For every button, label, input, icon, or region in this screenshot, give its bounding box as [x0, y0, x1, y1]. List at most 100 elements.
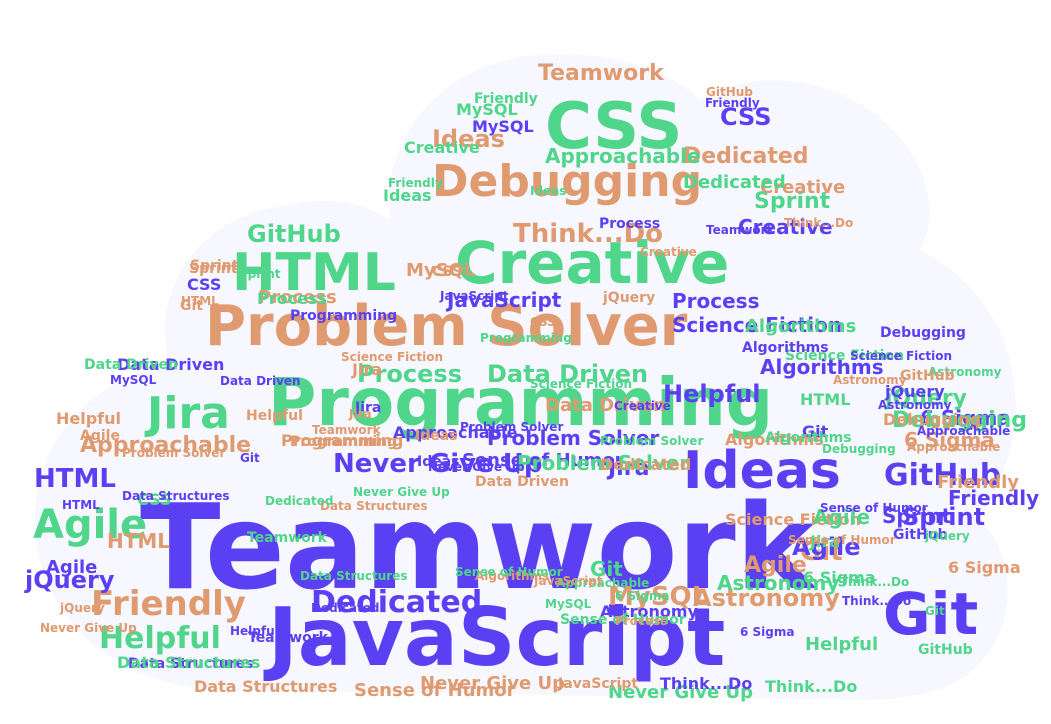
- word-agile: Agile: [813, 505, 870, 529]
- word-html: HTML: [232, 243, 396, 303]
- word-teamwork: Teamwork: [538, 61, 665, 86]
- word-jira: Jira: [606, 456, 649, 481]
- word-friendly: Friendly: [474, 91, 538, 107]
- word-algorithms: Algorithms: [742, 340, 829, 356]
- word-6-sigma: 6 Sigma: [803, 568, 876, 587]
- word-ideas: Ideas: [530, 184, 566, 198]
- word-data-structures: Data Structures: [320, 499, 428, 513]
- word-data-structures: Data Structures: [122, 489, 230, 503]
- word-science-fiction: Science Fiction: [725, 510, 861, 529]
- word-sense-of-humor: Sense of Humor: [462, 450, 624, 471]
- word-think-do: Think...Do: [784, 216, 853, 230]
- word-never-give-up: Never Give Up: [40, 621, 137, 635]
- word-problem-solver: Problem Solver: [600, 434, 703, 448]
- word-approachable: Approachable: [556, 576, 649, 590]
- word-science-fiction: Science Fiction: [785, 348, 904, 364]
- word-astronomy: Astronomy: [928, 365, 1002, 379]
- word-astronomy: Astronomy: [878, 398, 952, 412]
- word-think-do: Think...Do: [842, 594, 911, 608]
- word-debugging: Debugging: [892, 408, 1027, 433]
- word-problem-solver: Problem Solver: [487, 426, 659, 450]
- word-git: Git: [590, 557, 623, 581]
- word-science-fiction: Science Fiction: [672, 313, 842, 337]
- word-6-sigma: 6 Sigma: [904, 428, 995, 452]
- word-html: HTML: [34, 464, 116, 494]
- word-ideas: Ideas: [417, 454, 460, 470]
- word-mysql: MySQL: [406, 260, 475, 281]
- word-mysql: MySQL: [608, 582, 708, 612]
- word-sense-of-humor: Sense of Humor: [560, 612, 686, 628]
- word-think-do: Think...Do: [660, 674, 752, 693]
- word-data-driven: Data Driven: [220, 374, 301, 388]
- word-css: CSS: [137, 490, 171, 509]
- word-sense-of-humor: Sense of Humor: [455, 565, 563, 579]
- word-friendly: Friendly: [388, 176, 443, 190]
- word-debugging: Debugging: [883, 410, 981, 429]
- cloud-shape: [35, 54, 1016, 701]
- word-mysql: MySQL: [110, 373, 157, 387]
- word-6-sigma: 6 Sigma: [920, 406, 1011, 430]
- word-creative: Creative: [760, 177, 845, 198]
- word-helpful: Helpful: [246, 408, 303, 424]
- word-programming: Programming: [290, 434, 397, 450]
- word-sense-of-humor: Sense of Humor: [820, 501, 928, 515]
- word-helpful: Helpful: [99, 621, 221, 656]
- word-programming: Programming: [290, 308, 397, 324]
- word-helpful: Helpful: [230, 624, 279, 638]
- word-never-give-up: Never Give Up: [353, 485, 450, 499]
- word-jquery: jQuery: [59, 601, 105, 615]
- word-process: Process: [258, 287, 337, 308]
- word-science-fiction: Science Fiction: [530, 377, 632, 391]
- word-git: Git: [240, 451, 260, 465]
- word-jquery: jQuery: [24, 566, 115, 594]
- word-helpful: Helpful: [805, 634, 878, 655]
- word-problem-solver: Problem Solver: [517, 451, 689, 475]
- word-debugging: Debugging: [880, 325, 966, 341]
- word-debugging: Debugging: [432, 156, 702, 207]
- word-debugging: Debugging: [822, 442, 896, 456]
- word-algorithms: Algorithms: [745, 316, 856, 337]
- word-git: Git: [800, 537, 843, 567]
- word-6-sigma: 6 Sigma: [740, 625, 794, 639]
- word-algorithms: Algorithms: [765, 430, 852, 446]
- word-javascript: JavaScript: [445, 288, 562, 312]
- word-astronomy: Astronomy: [717, 571, 839, 595]
- word-github: GitHub: [900, 368, 955, 384]
- word-git: Git: [180, 298, 203, 314]
- word-approachable: Approachable: [907, 440, 1000, 454]
- word-css: CSS: [530, 315, 556, 329]
- word-never-give-up: Never Give Up: [420, 673, 565, 694]
- word-sprint: Sprint: [754, 189, 831, 214]
- word-javascript: JavaScript: [263, 591, 725, 684]
- word-html: HTML: [800, 390, 850, 409]
- word-problem-solver: Problem Solver: [460, 420, 563, 434]
- word-dedicated: Dedicated: [311, 601, 379, 615]
- word-css: CSS: [187, 275, 221, 294]
- word-think-do: Think...Do: [840, 575, 909, 589]
- word-javascript: JavaScript: [439, 289, 509, 303]
- word-git: Git: [802, 422, 829, 441]
- word-github: GitHub: [918, 642, 973, 658]
- word-javascript: JavaScript: [557, 676, 638, 692]
- word-github: GitHub: [706, 85, 753, 99]
- word-jira: Jira: [144, 388, 230, 439]
- word-creative: Creative: [455, 229, 729, 297]
- word-programming: Programming: [480, 331, 572, 345]
- word-jira: Jira: [809, 532, 840, 551]
- word-programming: Programming: [268, 364, 773, 441]
- word-sprint: Sprint: [239, 267, 281, 281]
- word-creative: Creative: [404, 138, 480, 157]
- word-ideas: Ideas: [683, 441, 841, 501]
- word-mysql: MySQL: [456, 100, 518, 119]
- word-process: Process: [672, 289, 760, 313]
- word-helpful: Helpful: [56, 409, 121, 428]
- word-dedicated: Dedicated: [683, 172, 786, 193]
- word-dedicated: Dedicated: [265, 494, 333, 508]
- word-helpful: Helpful: [663, 380, 761, 408]
- word-algorithms: Algorithms: [725, 430, 824, 449]
- word-data-structures: Data Structures: [128, 656, 253, 672]
- word-git: Git: [883, 580, 978, 648]
- word-sense-of-humor: Sense of Humor: [354, 680, 516, 701]
- word-jquery: jQuery: [602, 290, 655, 306]
